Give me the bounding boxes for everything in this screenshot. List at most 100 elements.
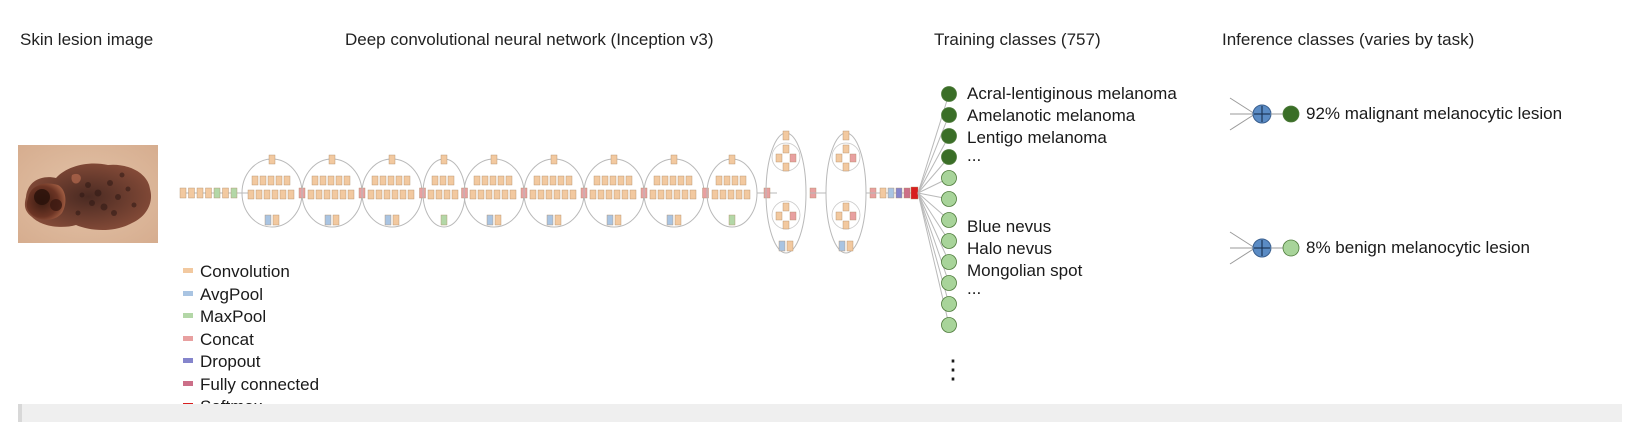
footer-band — [18, 404, 1622, 422]
legend-label: MaxPool — [200, 307, 267, 326]
conv-layer — [443, 189, 451, 200]
legend-swatch — [183, 290, 193, 296]
conv-layer — [497, 175, 505, 186]
conv-layer — [842, 162, 850, 172]
conv-layer — [388, 154, 396, 165]
stem-layer — [213, 187, 221, 199]
conv-layer — [689, 189, 697, 200]
legend-label: AvgPool — [200, 284, 264, 304]
inference-input-line — [1229, 97, 1256, 115]
conv-layer — [332, 214, 340, 226]
conv-layer — [494, 214, 502, 226]
avgpool-layer — [324, 214, 332, 226]
conv-layer — [473, 175, 481, 186]
conv-layer — [617, 175, 625, 186]
conv-layer — [879, 187, 887, 199]
legend-swatch — [183, 358, 193, 364]
conv-layer — [343, 175, 351, 186]
conv-layer — [782, 162, 790, 172]
stem-layer — [230, 187, 238, 199]
conv-layer — [271, 189, 279, 200]
conv-layer — [561, 189, 569, 200]
conv-layer — [715, 175, 723, 186]
concat-layer — [849, 211, 857, 221]
conv-layer — [311, 175, 319, 186]
conv-layer — [597, 189, 605, 200]
conv-layer — [267, 175, 275, 186]
stem-layer — [205, 187, 212, 199]
conv-layer — [251, 175, 259, 186]
conv-layer — [347, 189, 355, 200]
conv-layer — [711, 189, 719, 200]
conv-layer — [610, 154, 618, 165]
benign-class-node — [941, 275, 957, 291]
maxpool-layer — [728, 214, 736, 226]
conv-layer — [593, 175, 601, 186]
conv-layer — [786, 240, 794, 252]
conv-layer — [375, 189, 383, 200]
conv-layer — [339, 189, 347, 200]
fanout-line — [917, 192, 950, 263]
conv-layer — [469, 189, 477, 200]
conv-layer — [268, 154, 276, 165]
conv-layer — [490, 154, 498, 165]
malignant-class-node — [941, 149, 957, 165]
fanout-line — [917, 114, 950, 194]
conv-layer — [541, 175, 549, 186]
training-class-label: Lentigo melanoma — [967, 128, 1107, 147]
conv-layer — [653, 175, 661, 186]
stem-layer — [222, 187, 229, 199]
conv-layer — [743, 189, 751, 200]
inference-malignant-label: 92% malignant melanocytic lesion — [1306, 104, 1563, 123]
conv-layer — [287, 189, 295, 200]
inference-input-line — [1229, 247, 1256, 265]
conv-layer — [565, 175, 573, 186]
benign-class-node — [941, 254, 957, 270]
legend-label: Convolution — [200, 262, 290, 281]
conv-layer — [609, 175, 617, 186]
conv-layer — [842, 220, 850, 230]
avgpool-layer — [666, 214, 674, 226]
conv-layer — [379, 175, 387, 186]
conv-layer — [371, 175, 379, 186]
conv-layer — [431, 175, 439, 186]
conv-layer — [315, 189, 323, 200]
conv-layer — [846, 240, 854, 252]
legend-item-maxpool: MaxPool — [183, 307, 266, 327]
conv-layer — [399, 189, 407, 200]
conv-layer — [735, 189, 743, 200]
conv-layer — [509, 189, 517, 200]
conv-layer — [665, 189, 673, 200]
legend-swatch — [183, 268, 193, 274]
conv-layer — [677, 175, 685, 186]
conv-layer — [247, 189, 255, 200]
inference-input-line — [1229, 231, 1256, 249]
skin-lesion-image — [18, 145, 158, 243]
conv-layer — [533, 175, 541, 186]
benign-class-node — [941, 170, 957, 186]
benign-class-node — [941, 233, 957, 249]
conv-layer — [407, 189, 415, 200]
avgpool-layer — [486, 214, 494, 226]
conv-layer — [614, 214, 622, 226]
conv-layer — [782, 202, 790, 212]
conv-layer — [477, 189, 485, 200]
benign-class-node — [941, 212, 957, 228]
conv-layer — [391, 189, 399, 200]
conv-layer — [451, 189, 459, 200]
conv-layer — [842, 130, 850, 141]
legend-label: Concat — [200, 329, 254, 349]
conv-layer — [275, 175, 283, 186]
conv-layer — [529, 189, 537, 200]
conv-layer — [674, 214, 682, 226]
legend-item-concat: Concat — [183, 330, 254, 350]
stem-layer — [196, 187, 204, 199]
fanout-line — [917, 156, 950, 194]
conv-layer — [835, 153, 843, 163]
dropout-layer — [895, 187, 903, 199]
conv-layer — [323, 189, 331, 200]
conv-layer — [403, 175, 411, 186]
conv-layer — [395, 175, 403, 186]
conv-layer — [283, 175, 291, 186]
training-class-ellipsis: ... — [967, 279, 982, 298]
